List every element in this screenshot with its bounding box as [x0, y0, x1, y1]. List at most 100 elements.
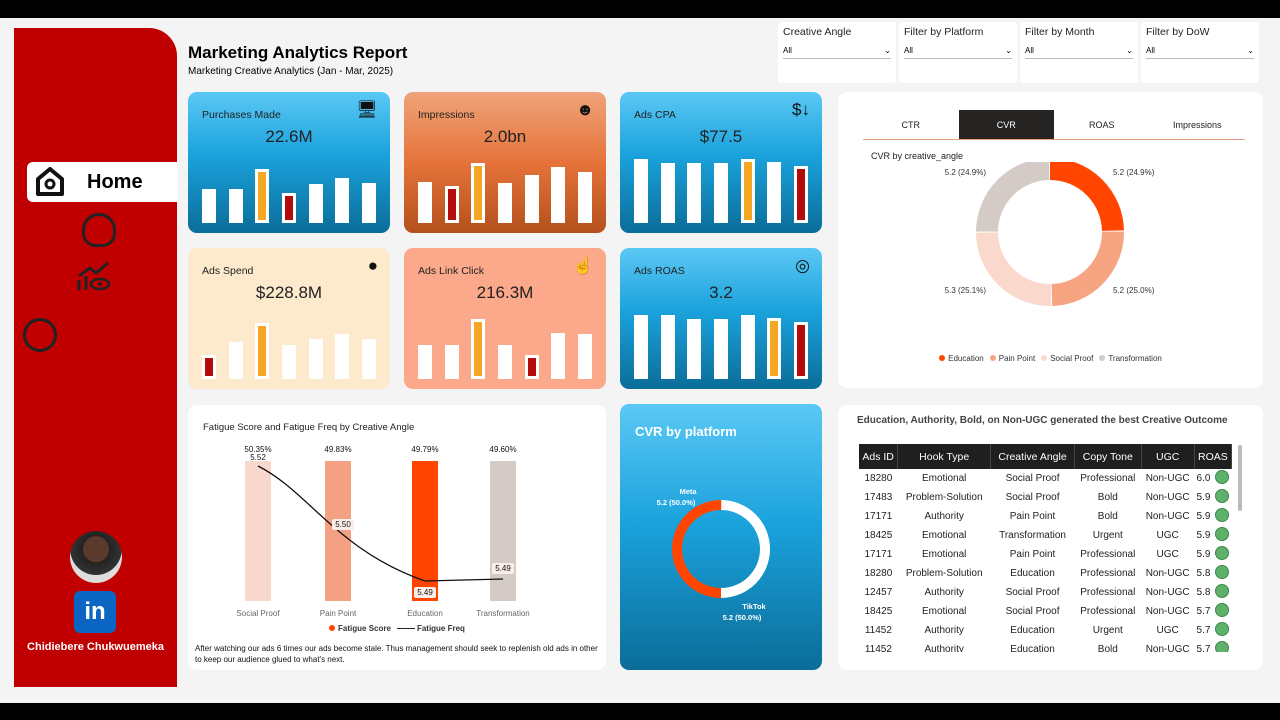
table-cell: Non-UGC — [1145, 492, 1190, 503]
kpi-card: Impressions ☻ 2.0bn — [404, 92, 606, 233]
tab-impressions[interactable]: Impressions — [1172, 120, 1222, 130]
filter-3[interactable]: Filter by DoW All ⌄ — [1141, 22, 1259, 83]
line-label: 5.50 — [335, 520, 351, 529]
table-cell: Non-UGC — [1145, 511, 1190, 522]
column-header[interactable]: Copy Tone — [1074, 444, 1142, 469]
kpi-label: Ads ROAS — [634, 265, 685, 277]
table-cell: Non-UGC — [1145, 568, 1190, 579]
table-cell: Social Proof — [1005, 587, 1060, 598]
dashboard: Home in Chidiebere Chukwuemeka Marketing… — [0, 18, 1280, 703]
kpi-bar — [660, 163, 675, 223]
avatar — [70, 531, 122, 583]
table-row[interactable]: 11452 Authority Education Urgent UGC 5.7 — [859, 621, 1232, 640]
table-cell: Bold — [1097, 644, 1118, 652]
column-header[interactable]: Ads ID — [859, 444, 899, 469]
table-row[interactable]: 18280 Problem-Solution Education Profession… — [859, 564, 1232, 583]
kpi-bar — [255, 169, 270, 223]
table-cell: Education — [1010, 625, 1055, 636]
kpi-label: Impressions — [418, 109, 475, 121]
kpi-bar — [524, 175, 539, 223]
table-cell: Professional — [1080, 568, 1136, 579]
kpi-bar — [740, 158, 755, 223]
metric-tabs: CTR CVR ROAS Impressions — [863, 110, 1245, 140]
platform-label: Meta — [679, 487, 697, 496]
filter-select[interactable]: All ⌄ — [783, 43, 891, 59]
line-label: 5.49 — [417, 588, 433, 597]
kpi-bar — [687, 319, 702, 379]
filter-select[interactable]: All ⌄ — [1146, 43, 1254, 59]
lightbulb-icon[interactable] — [82, 213, 116, 247]
table-row[interactable]: 17171 Authority Pain Point Bold Non-UGC 5.9 — [859, 507, 1232, 526]
kpi-bar — [713, 163, 728, 223]
category-label: Transformation — [476, 609, 530, 618]
table-header: Ads ID Hook Type Creative Angle Copy Tone UG… — [859, 444, 1232, 469]
kpi-sparkbars — [202, 148, 376, 223]
table-cell: Bold — [1097, 492, 1118, 503]
table-cell: Non-UGC — [1145, 587, 1190, 598]
tab-roas[interactable]: ROAS — [1088, 120, 1115, 130]
table-cell: Authority — [924, 511, 964, 522]
table-row[interactable]: 17483 Problem-Solution Social Proof Bold Non… — [859, 488, 1232, 507]
table-cell: Education — [1010, 568, 1055, 579]
column-header[interactable]: ROAS — [1194, 444, 1232, 469]
filter-1[interactable]: Filter by Platform All ⌄ — [899, 22, 1017, 83]
legend-item: Pain Point — [989, 354, 1035, 363]
kpi-bar — [793, 322, 808, 379]
slice-label: 5.3 (25.1%) — [945, 286, 987, 295]
kpi-bar — [471, 319, 486, 379]
filter-select[interactable]: All ⌄ — [1025, 43, 1133, 59]
people-globe-icon: ☻ — [576, 100, 594, 119]
cvr-angle-donut: 5.2 (24.9%) 5.2 (25.0%) 5.3 (25.1%) 5.2 (24… — [945, 162, 1155, 306]
filter-select[interactable]: All ⌄ — [904, 43, 1012, 59]
chevron-down-icon: ⌄ — [1005, 46, 1012, 55]
status-icon — [1213, 564, 1232, 583]
cvr-angle-card: CTR CVR ROAS Impressions CVR by creative_an… — [838, 92, 1263, 388]
trend-eye-icon[interactable] — [76, 260, 112, 294]
table-row[interactable]: 12457 Authority Social Proof Professional No… — [859, 583, 1232, 602]
cycle-icon[interactable] — [23, 318, 57, 352]
column-header[interactable]: Creative Angle — [990, 444, 1075, 469]
table-cell: 11452 — [864, 625, 892, 636]
table-cell: Bold — [1097, 511, 1118, 522]
nav-home[interactable]: Home — [27, 162, 177, 202]
table-row[interactable]: 11452 Authority Education Bold Non-UGC 5.7 — [859, 640, 1232, 652]
table-row[interactable]: 17171 Emotional Pain Point Professional UGC 5… — [859, 545, 1232, 564]
filter-2[interactable]: Filter by Month All ⌄ — [1020, 22, 1138, 83]
kpi-bar — [577, 334, 592, 379]
platform-title: CVR by platform — [635, 424, 737, 439]
kpi-bar — [444, 345, 459, 379]
line-label-bg — [414, 587, 436, 598]
filter-label: Filter by Month — [1025, 26, 1095, 38]
table-cell: Authority — [924, 587, 964, 598]
table-row[interactable]: 18425 Emotional Transformation Urgent UGC 5.9 — [859, 526, 1232, 545]
table-row[interactable]: 18280 Emotional Social Proof Professional No… — [859, 469, 1232, 488]
table-cell: Pain Point — [1009, 511, 1056, 522]
kpi-sparkbars — [418, 304, 592, 379]
donut-slice — [976, 162, 1124, 306]
kpi-bar — [228, 189, 243, 223]
kpi-bar — [418, 181, 432, 223]
filter-0[interactable]: Creative Angle All ⌄ — [778, 22, 896, 83]
chevron-down-icon: ⌄ — [884, 46, 891, 55]
table-cell: Non-UGC — [1145, 644, 1190, 652]
kpi-bar — [202, 189, 216, 223]
table-cell: Problem-Solution — [905, 492, 983, 503]
kpi-label: Purchases Made — [202, 109, 281, 121]
line-label: 5.52 — [250, 453, 266, 462]
column-header[interactable]: Hook Type — [897, 444, 992, 469]
tab-cvr[interactable]: CVR — [958, 110, 1054, 139]
linkedin-icon[interactable]: in — [74, 591, 116, 633]
column-header[interactable]: UGC — [1141, 444, 1195, 469]
kpi-bar — [228, 341, 243, 379]
filter-value: All — [1146, 46, 1155, 55]
status-icon — [1213, 640, 1232, 652]
bar-label: 49.60% — [489, 445, 516, 454]
table-row[interactable]: 18425 Emotional Social Proof Professional No… — [859, 602, 1232, 621]
table-scrollbar[interactable] — [1238, 445, 1242, 511]
table-cell: 18280 — [864, 568, 893, 579]
status-icon — [1213, 507, 1232, 526]
table-cell: Transformation — [999, 530, 1066, 541]
status-icon — [1213, 545, 1232, 564]
filter-label: Creative Angle — [783, 26, 852, 38]
tab-ctr[interactable]: CTR — [901, 120, 921, 130]
